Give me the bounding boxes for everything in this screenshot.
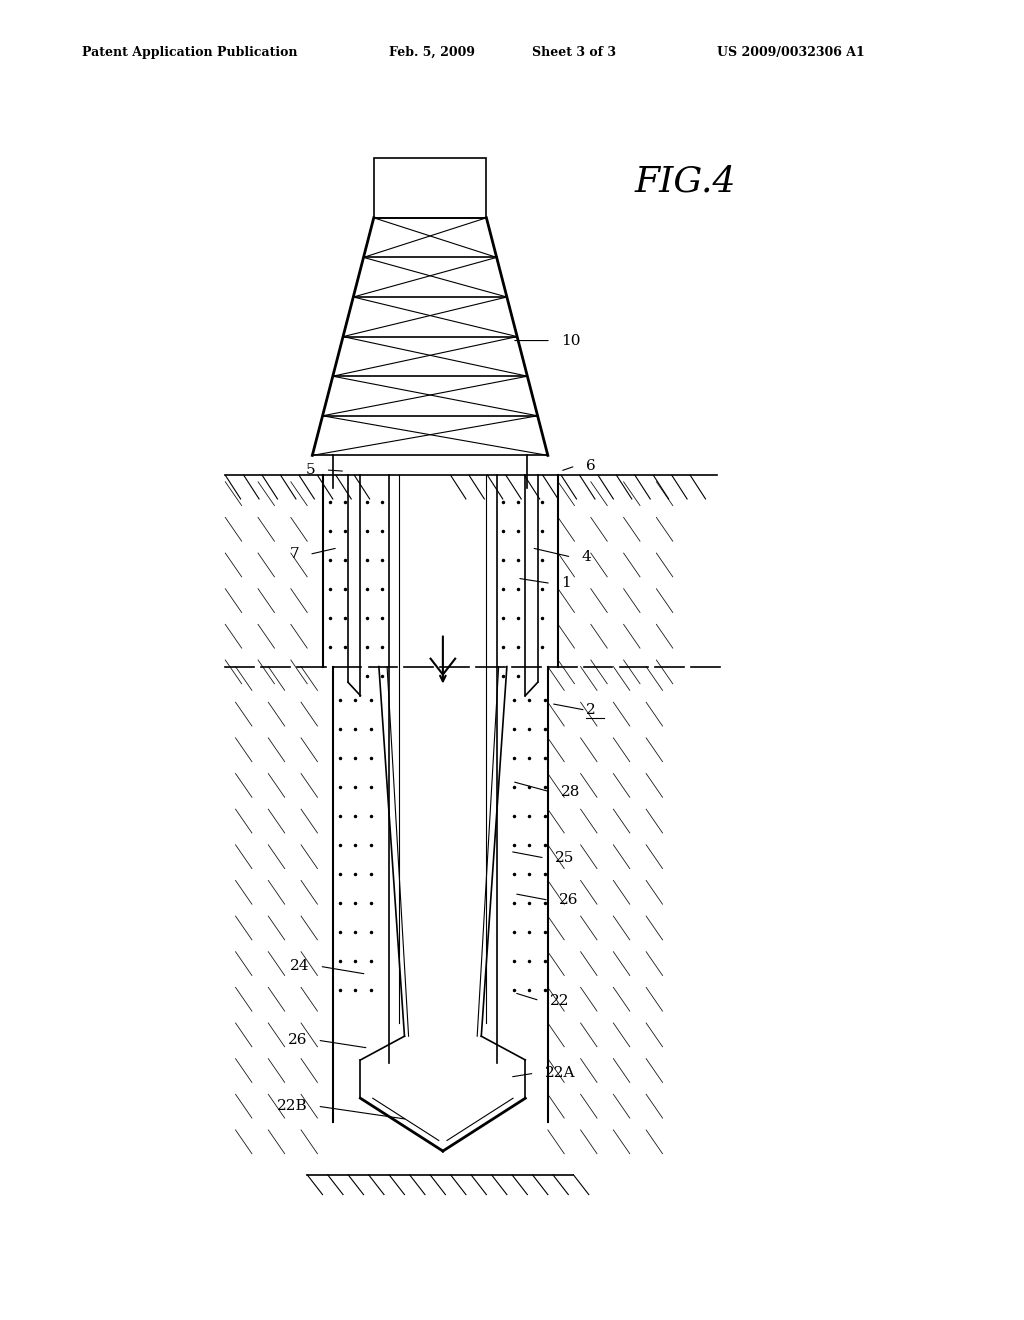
Bar	[374, 158, 486, 218]
Text: FIG.4: FIG.4	[635, 165, 736, 199]
Text: 10: 10	[561, 334, 581, 347]
Text: 6: 6	[586, 459, 596, 473]
Text: 5: 5	[306, 463, 315, 477]
Text: 22A: 22A	[545, 1067, 575, 1080]
Text: 25: 25	[555, 851, 574, 865]
Text: 22: 22	[550, 994, 569, 1007]
Text: Patent Application Publication: Patent Application Publication	[82, 46, 297, 59]
Text: 26: 26	[559, 894, 579, 907]
Text: 4: 4	[582, 550, 592, 564]
Text: Feb. 5, 2009: Feb. 5, 2009	[389, 46, 475, 59]
Text: 7: 7	[290, 548, 299, 561]
Text: 24: 24	[290, 960, 309, 973]
Text: 26: 26	[288, 1034, 307, 1047]
Text: Sheet 3 of 3: Sheet 3 of 3	[532, 46, 616, 59]
Text: 28: 28	[561, 785, 581, 799]
Text: US 2009/0032306 A1: US 2009/0032306 A1	[717, 46, 864, 59]
Text: 2: 2	[586, 704, 596, 717]
Text: 22B: 22B	[276, 1100, 307, 1113]
Text: 1: 1	[561, 577, 571, 590]
